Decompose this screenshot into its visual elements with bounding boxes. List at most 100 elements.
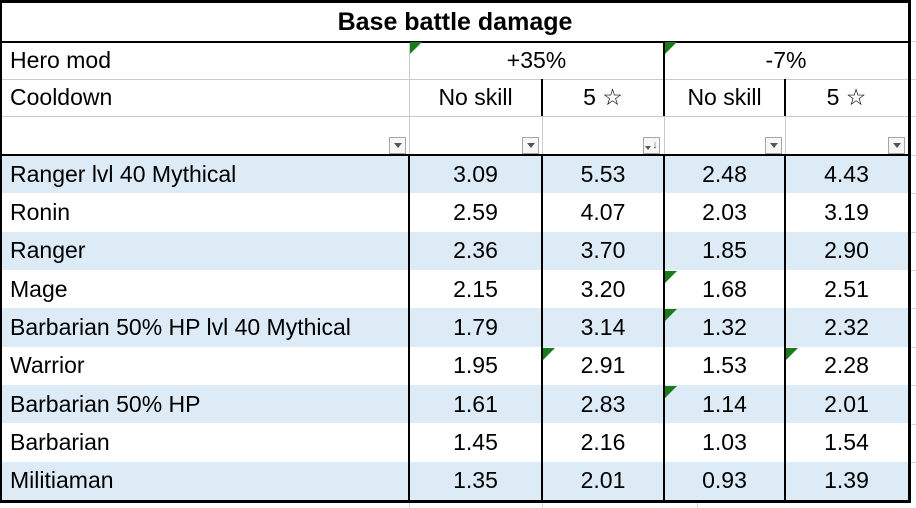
hero-mod-label-cell[interactable]: Hero mod bbox=[10, 46, 111, 73]
table-title-cell[interactable]: Base battle damage bbox=[337, 7, 573, 36]
filter-dropdown-button[interactable] bbox=[765, 137, 782, 154]
filter-dropdown-button[interactable] bbox=[522, 137, 539, 154]
value-cell[interactable]: 3.70 bbox=[580, 237, 626, 264]
value-cell[interactable]: 3.20 bbox=[580, 275, 626, 302]
row-label-cell[interactable]: Barbarian 50% HP bbox=[10, 390, 201, 417]
table-row: Militiaman 1.35 2.01 0.93 1.39 bbox=[2, 461, 908, 500]
column-border bbox=[663, 155, 665, 500]
value-cell[interactable]: 0.93 bbox=[702, 467, 747, 494]
col-header-no-skill-1[interactable]: No skill bbox=[438, 84, 513, 110]
value-cell[interactable]: 3.14 bbox=[580, 313, 626, 340]
hero-mod-plus-value: +35% bbox=[506, 46, 567, 73]
gridline-tick bbox=[908, 116, 916, 117]
value-cell[interactable]: 2.15 bbox=[453, 275, 498, 302]
value-cell[interactable]: 1.68 bbox=[664, 270, 785, 308]
value-cell[interactable]: 1.53 bbox=[702, 352, 747, 379]
value-cell[interactable]: 2.28 bbox=[785, 347, 908, 385]
gridline-tick bbox=[542, 0, 543, 3]
value-cell[interactable]: 1.95 bbox=[453, 352, 498, 379]
table-row: Barbarian 50% HP 1.61 2.83 1.14 2.01 bbox=[2, 384, 908, 424]
data-top-border bbox=[2, 154, 908, 156]
gridline bbox=[2, 116, 908, 117]
gridline bbox=[785, 116, 786, 155]
value-cell[interactable]: 2.01 bbox=[580, 467, 626, 494]
value-cell[interactable]: 2.90 bbox=[824, 237, 869, 264]
group-divider-border bbox=[663, 41, 665, 116]
row-label-cell[interactable]: Ranger bbox=[10, 237, 86, 264]
gridline-tick bbox=[542, 501, 543, 508]
column-border bbox=[408, 155, 410, 500]
value-cell[interactable]: 2.83 bbox=[580, 390, 626, 417]
value-cell[interactable]: 4.43 bbox=[824, 160, 869, 187]
gridline bbox=[542, 116, 543, 155]
row-label-cell[interactable]: Militiaman bbox=[10, 467, 114, 494]
error-indicator-icon bbox=[410, 42, 422, 54]
gridline-tick bbox=[0, 424, 2, 425]
value-cell[interactable]: 5.53 bbox=[580, 160, 626, 187]
filter-dropdown-button-sorted-desc[interactable]: ↓ bbox=[643, 137, 660, 154]
value-cell[interactable]: 1.32 bbox=[664, 308, 785, 346]
value-cell[interactable]: 1.03 bbox=[702, 428, 747, 455]
cooldown-label-cell[interactable]: Cooldown bbox=[10, 84, 113, 110]
table-row: Warrior 1.95 2.91 1.53 2.28 bbox=[2, 347, 908, 385]
column-border bbox=[541, 79, 543, 116]
value-cell[interactable]: 1.61 bbox=[453, 390, 498, 417]
value-cell[interactable]: 3.09 bbox=[453, 160, 498, 187]
table-row: Ranger 2.36 3.70 1.85 2.90 bbox=[2, 231, 908, 270]
gridline-tick bbox=[332, 0, 333, 3]
value-cell[interactable]: 2.16 bbox=[580, 428, 626, 455]
row-label-cell[interactable]: Barbarian 50% HP lvl 40 Mythical bbox=[10, 313, 351, 340]
hero-mod-plus-cell[interactable]: +35% bbox=[409, 41, 664, 79]
row-label-cell[interactable]: Barbarian bbox=[10, 428, 110, 455]
row-label-cell[interactable]: Ronin bbox=[10, 198, 71, 225]
value-cell[interactable]: 1.79 bbox=[453, 313, 498, 340]
value-cell[interactable]: 1.35 bbox=[453, 467, 498, 494]
value-cell[interactable]: 1.14 bbox=[664, 385, 785, 423]
data-rows: Ranger lvl 40 Mythical 3.09 5.53 2.48 4.… bbox=[2, 155, 908, 500]
table-row: Mage 2.15 3.20 1.68 2.51 bbox=[2, 270, 908, 308]
value-cell[interactable]: 1.39 bbox=[824, 467, 869, 494]
hero-mod-minus-cell[interactable]: -7% bbox=[664, 41, 908, 79]
row-label-cell[interactable]: Ranger lvl 40 Mythical bbox=[10, 160, 237, 187]
gridline-tick bbox=[908, 79, 916, 80]
filter-arrow-icon bbox=[393, 143, 402, 148]
table-row: Ranger lvl 40 Mythical 3.09 5.53 2.48 4.… bbox=[2, 155, 908, 194]
hero-mod-minus-value: -7% bbox=[765, 46, 807, 73]
gridline-tick bbox=[908, 155, 916, 156]
col-header-no-skill-2[interactable]: No skill bbox=[687, 84, 762, 110]
gridline-tick bbox=[908, 347, 916, 348]
value-cell[interactable]: 2.01 bbox=[824, 390, 869, 417]
row-label-cell[interactable]: Warrior bbox=[10, 352, 85, 379]
gridline-tick bbox=[908, 41, 916, 42]
row-label-cell[interactable]: Mage bbox=[10, 275, 68, 302]
filter-dropdown-button[interactable] bbox=[389, 137, 406, 154]
value-cell[interactable]: 2.03 bbox=[702, 198, 747, 225]
value-cell[interactable]: 4.07 bbox=[580, 198, 626, 225]
gridline bbox=[664, 116, 665, 155]
value-cell[interactable]: 2.59 bbox=[453, 198, 498, 225]
gridline-tick bbox=[908, 232, 916, 233]
value-cell[interactable]: 1.45 bbox=[453, 428, 498, 455]
value-cell[interactable]: 2.51 bbox=[824, 275, 869, 302]
column-border bbox=[784, 79, 786, 116]
col-header-5-star-1[interactable]: 5 ☆ bbox=[583, 84, 623, 110]
value-cell[interactable]: 3.19 bbox=[824, 198, 869, 225]
col-header-5-star-2[interactable]: 5 ☆ bbox=[826, 84, 867, 110]
gridline-tick bbox=[0, 347, 2, 348]
value-cell[interactable]: 2.32 bbox=[824, 313, 869, 340]
value-cell[interactable]: 1.54 bbox=[824, 428, 869, 455]
value-cell[interactable]: 2.91 bbox=[542, 347, 664, 385]
filter-arrow-icon bbox=[526, 143, 535, 148]
filter-arrow-icon bbox=[769, 143, 778, 148]
gridline bbox=[2, 79, 908, 80]
title-bottom-border bbox=[2, 41, 908, 43]
value-cell[interactable]: 2.48 bbox=[702, 160, 747, 187]
error-indicator-icon bbox=[665, 42, 677, 54]
value-cell[interactable]: 2.36 bbox=[453, 237, 498, 264]
value-cell[interactable]: 1.85 bbox=[702, 237, 747, 264]
gridline-tick bbox=[908, 385, 916, 386]
filter-dropdown-button[interactable] bbox=[888, 137, 905, 154]
gridline-tick bbox=[409, 501, 410, 508]
